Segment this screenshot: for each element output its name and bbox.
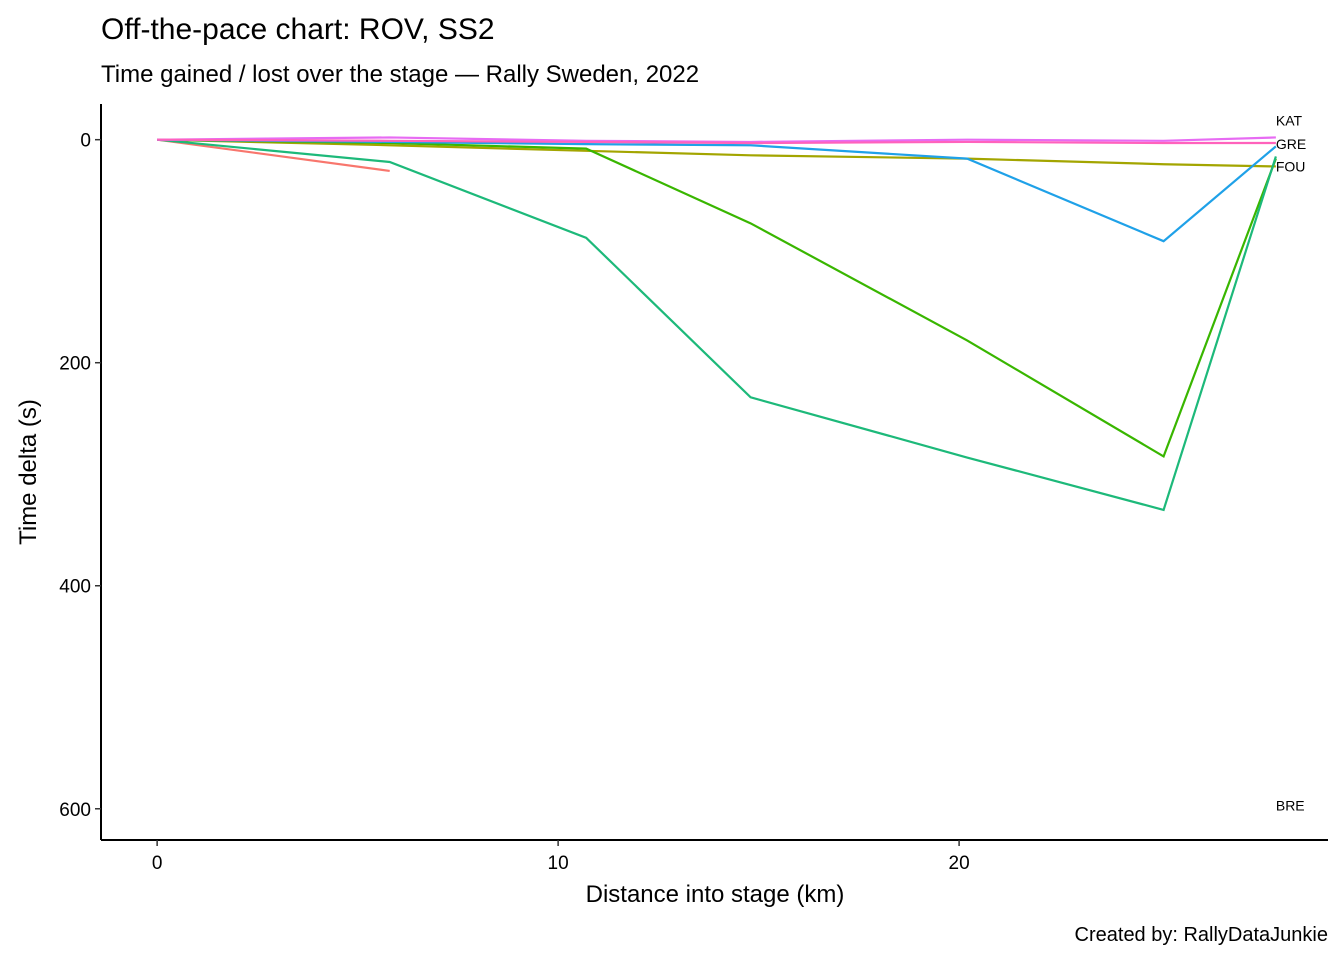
y-tick-label: 0 — [80, 131, 91, 152]
caption: Created by: RallyDataJunkie — [1075, 924, 1328, 946]
y-tick-label: 600 — [59, 800, 91, 821]
chart-title: Off-the-pace chart: ROV, SS2 — [101, 13, 495, 46]
series-label: GRE — [1276, 136, 1306, 152]
x-tick-label: 20 — [949, 853, 970, 874]
x-axis-title: Distance into stage (km) — [586, 881, 845, 908]
y-tick-label: 400 — [59, 577, 91, 598]
x-tick-label: 0 — [152, 853, 163, 874]
chart-subtitle: Time gained / lost over the stage — Rall… — [101, 61, 699, 88]
y-tick-label: 200 — [59, 354, 91, 375]
series-line — [157, 138, 1276, 168]
series-label: BRE — [1276, 797, 1305, 813]
series-line — [157, 138, 1276, 145]
series-label: KAT — [1276, 113, 1303, 129]
series-label: FOU — [1276, 158, 1306, 174]
series-line — [157, 136, 1276, 144]
series-line — [157, 138, 1277, 459]
series-line — [157, 138, 1277, 512]
series-line — [157, 138, 1277, 243]
y-axis-title: Time delta (s) — [15, 399, 42, 545]
x-tick-label: 10 — [548, 853, 569, 874]
